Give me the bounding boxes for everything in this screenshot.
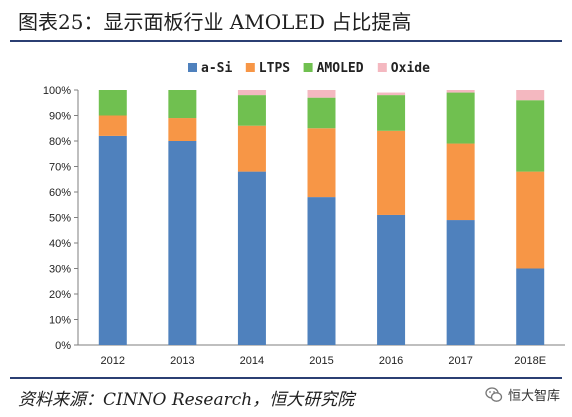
y-tick-label: 90% [49, 111, 71, 123]
bar-a-si-2015 [307, 197, 336, 345]
bar-amoled-2012 [98, 90, 127, 116]
bar-oxide-2018e [516, 90, 545, 101]
y-tick-label: 80% [49, 136, 71, 148]
x-tick-label: 2016 [379, 355, 403, 367]
stacked-bar-chart: a-Si LTPS AMOLED Oxide 0% 10% 20% 30% 40% 50% 60%… [43, 61, 565, 367]
bar-a-si-2016 [377, 214, 406, 345]
legend-label: a-Si [201, 61, 232, 76]
legend-swatch [377, 63, 387, 72]
x-tick-label: 2013 [170, 355, 194, 367]
legend-swatch [303, 63, 313, 72]
y-tick-label: 50% [49, 213, 71, 225]
watermark: 恒大智库 [485, 385, 560, 404]
y-tick-label: 60% [49, 187, 71, 199]
y-tick-label: 10% [49, 315, 71, 327]
legend-label: Oxide [391, 61, 430, 76]
y-tick-label: 40% [49, 238, 71, 250]
x-tick-label: 2014 [240, 355, 264, 367]
title-divider [10, 40, 562, 42]
watermark-text: 恒大智库 [507, 388, 560, 403]
bar-amoled-2014 [237, 95, 266, 126]
y-tick-label: 20% [49, 289, 71, 301]
x-tick-label: 2018E [514, 355, 546, 367]
bar-amoled-2013 [168, 90, 197, 119]
x-tick-label: 2015 [309, 355, 333, 367]
y-axis: 0% 10% 20% 30% 40% 50% 60% 70% 80% 90% 100% [43, 85, 565, 352]
bar-a-si-2014 [237, 171, 266, 345]
y-tick-label: 100% [43, 85, 71, 97]
x-axis-labels: 2012 2013 2014 2015 2016 2017 2018E [101, 355, 547, 367]
legend-swatch [188, 63, 197, 72]
bars [98, 90, 545, 345]
bar-oxide-2015 [307, 90, 336, 98]
chart-title: 图表25：显示面板行业 AMOLED 占比提高 [18, 10, 412, 34]
x-tick-label: 2017 [448, 355, 472, 367]
bar-a-si-2013 [168, 141, 197, 345]
bar-ltps-2016 [377, 130, 406, 215]
bar-ltps-2017 [446, 143, 475, 221]
source-note: 资料来源：CINNO Research，恒大研究院 [18, 390, 355, 410]
bar-a-si-2017 [446, 220, 475, 345]
wechat-icon [485, 386, 503, 402]
bar-oxide-2014 [237, 90, 266, 96]
bar-oxide-2017 [446, 90, 475, 93]
legend-label: AMOLED [317, 61, 364, 76]
bar-ltps-2013 [168, 118, 197, 141]
bar-a-si-2012 [98, 135, 127, 345]
bar-ltps-2018e [516, 171, 545, 269]
bar-ltps-2012 [98, 115, 127, 136]
y-tick-label: 30% [49, 264, 71, 276]
y-tick-label: 70% [49, 162, 71, 174]
legend-swatch [245, 63, 255, 72]
legend-label: LTPS [259, 61, 290, 76]
x-tick-label: 2012 [101, 355, 125, 367]
bar-ltps-2015 [307, 128, 336, 198]
bar-amoled-2016 [377, 95, 406, 131]
bar-amoled-2018e [516, 100, 545, 172]
y-tick-label: 0% [55, 340, 71, 352]
bar-amoled-2015 [307, 97, 336, 129]
source-divider [10, 377, 562, 379]
bar-oxide-2016 [377, 92, 406, 96]
bar-ltps-2014 [237, 125, 266, 172]
bar-a-si-2018e [516, 268, 545, 345]
legend: a-Si LTPS AMOLED Oxide [188, 61, 430, 76]
bar-amoled-2017 [446, 92, 475, 144]
